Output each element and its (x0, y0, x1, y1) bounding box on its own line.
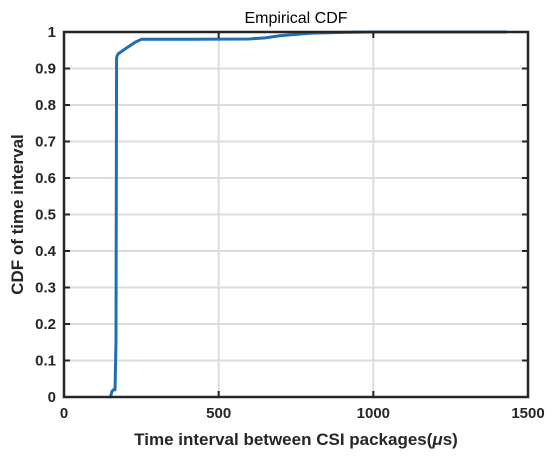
y-tick-label-8: 0.8 (35, 97, 56, 114)
x-tick-label-2: 1000 (357, 405, 390, 422)
chart-title: Empirical CDF (244, 10, 347, 27)
y-tick-label-3: 0.3 (35, 280, 56, 297)
y-tick-label-4: 0.4 (35, 243, 57, 260)
x-tick-label-1: 500 (206, 405, 231, 422)
y-tick-label-0: 0 (48, 389, 56, 406)
y-axis-label: CDF of time interval (8, 134, 27, 295)
y-tick-label-10: 1 (48, 24, 56, 41)
x-axis-label-unit: s) (443, 430, 458, 449)
x-axis-label-mu: μ (431, 430, 443, 449)
y-tick-label-6: 0.6 (35, 170, 56, 187)
x-tick-label-0: 0 (60, 405, 68, 422)
y-tick-label-1: 0.1 (35, 353, 56, 370)
x-axis-label: Time interval between CSI packages(μs) (134, 430, 458, 449)
x-axis-label-main: Time interval between CSI packages( (134, 430, 433, 449)
y-tick-label-5: 0.5 (35, 207, 56, 224)
x-tick-label-3: 1500 (511, 405, 544, 422)
y-tick-label-2: 0.2 (35, 316, 56, 333)
y-tick-label-9: 0.9 (35, 61, 56, 78)
y-tick-label-7: 0.7 (35, 134, 56, 151)
